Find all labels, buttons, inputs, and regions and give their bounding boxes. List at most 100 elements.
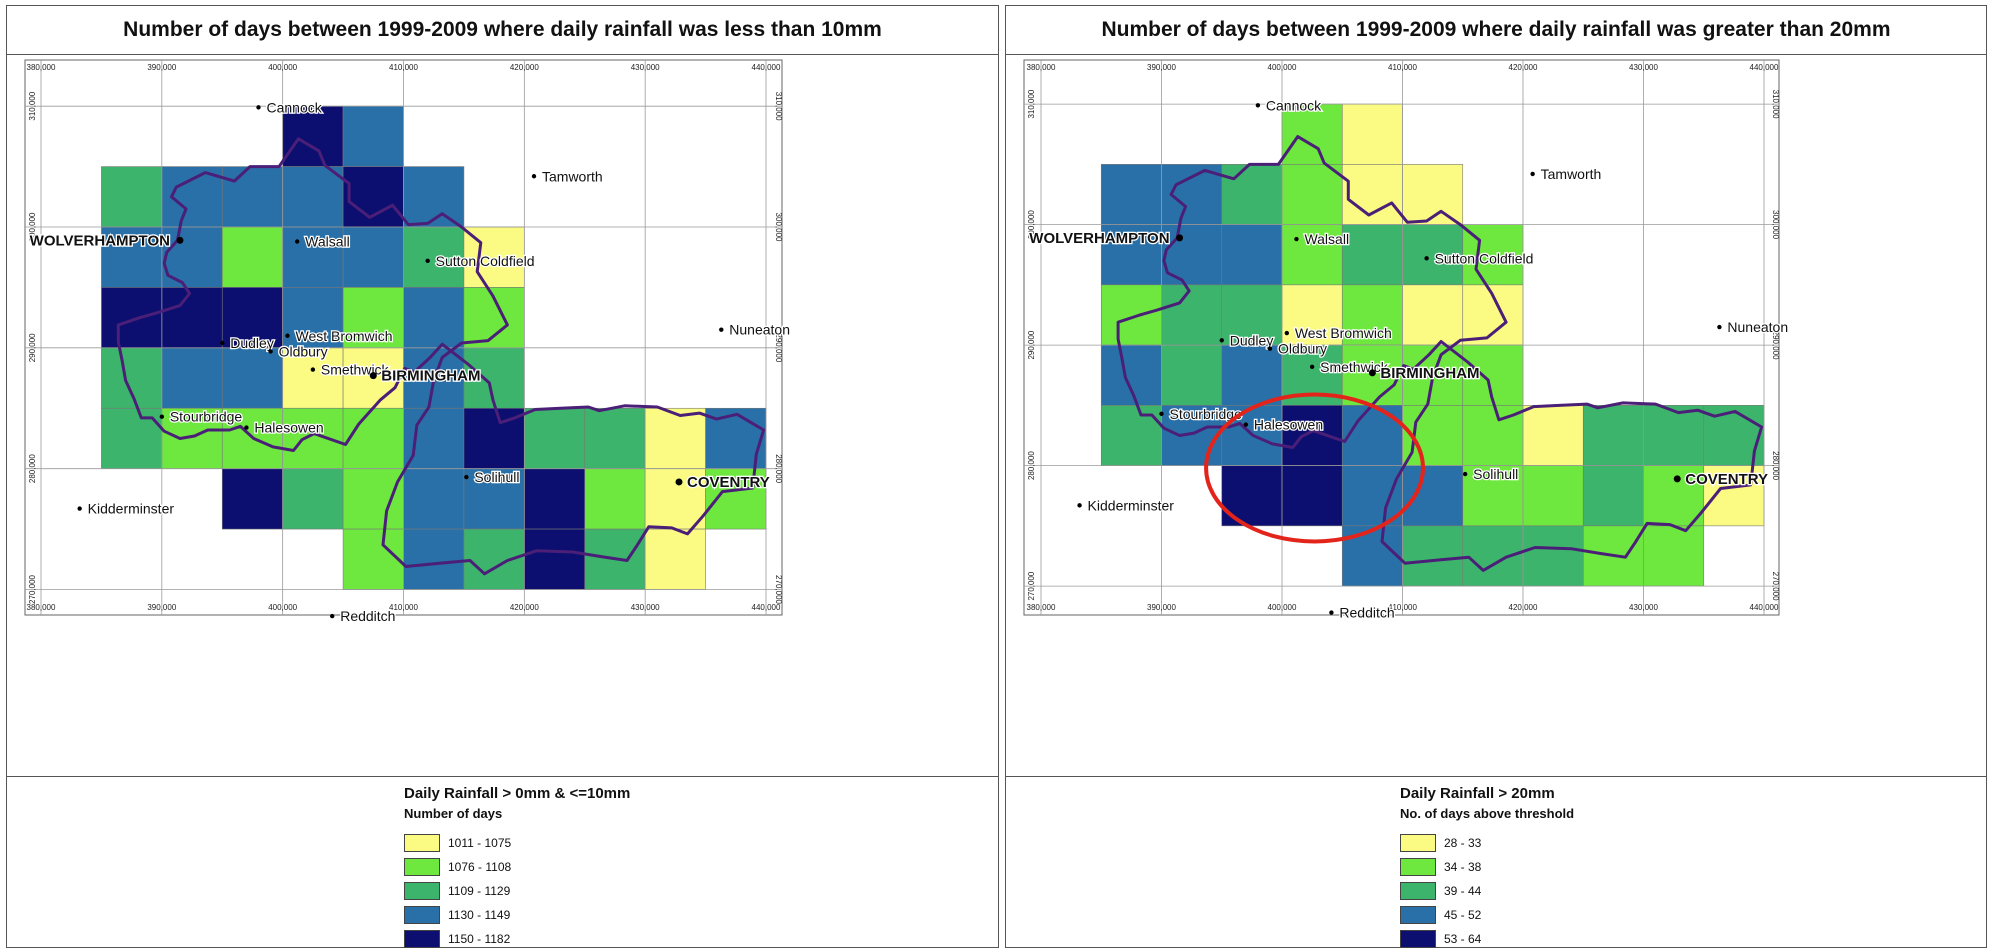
- easting-label-top: 400,000: [1268, 63, 1297, 72]
- town-marker: [1077, 503, 1082, 508]
- easting-label-top: 420,000: [510, 63, 539, 72]
- place-label: Oldbury: [1278, 341, 1327, 357]
- legend-label: 1076 - 1108: [448, 860, 512, 874]
- grid-cell: [644, 468, 706, 530]
- legend-item: 1130 - 1149: [404, 903, 630, 927]
- legend-title-right: Daily Rainfall > 20mm: [1400, 785, 1555, 802]
- grid-cell: [161, 287, 223, 349]
- map-title-right: Number of days between 1999-2009 where d…: [1006, 6, 1986, 55]
- grid-cell: [282, 166, 344, 228]
- grid-cell: [342, 407, 404, 469]
- west-midlands-boundary: [1116, 135, 1764, 572]
- town-marker: [464, 474, 469, 480]
- legend-label: 53 - 64: [1444, 932, 1482, 946]
- town-marker: [244, 425, 249, 430]
- easting-label-top: 430,000: [1629, 63, 1658, 72]
- legend-swatch: [1400, 834, 1436, 852]
- grid-cell: [342, 226, 404, 288]
- place-label: BIRMINGHAM: [381, 368, 480, 385]
- grid-cell: [1402, 224, 1464, 286]
- legend-swatch: [404, 906, 440, 924]
- place-label: Oldbury: [279, 343, 328, 359]
- place-label: Sutton Coldfield: [436, 253, 535, 269]
- place-label: Redditch: [1339, 605, 1394, 621]
- place-label: Redditch: [340, 608, 395, 624]
- northing-label-right: 270,000: [1771, 572, 1780, 601]
- grid-cell: [1522, 465, 1584, 527]
- grid-cell: [1402, 465, 1464, 527]
- town-marker: [531, 174, 537, 179]
- grid-cell: [342, 287, 404, 349]
- place-label: West Bromwich: [296, 328, 393, 344]
- graticule: 380,000 380,000 390,000 390,000 400,000 400,0…: [25, 60, 783, 615]
- place-label: Halesowen: [1254, 417, 1323, 433]
- grid-cell: [1221, 284, 1283, 346]
- town-marker: [310, 367, 316, 372]
- grid-cell: [1100, 164, 1162, 225]
- place-label: Nuneaton: [1727, 319, 1788, 335]
- legend-item: 53 - 64: [1400, 927, 1574, 951]
- grid-cell: [403, 528, 465, 590]
- legend-item: 28 - 33: [1400, 831, 1574, 855]
- place-label: Sutton Coldfield: [1435, 250, 1534, 266]
- grid-cell: [1341, 224, 1403, 286]
- easting-label-top: 380,000: [27, 63, 56, 72]
- grid-cell: [1100, 284, 1162, 346]
- grid-cell: [1161, 344, 1223, 406]
- town-marker: [1329, 610, 1334, 615]
- town-marker: [1462, 471, 1468, 477]
- easting-label-top: 410,000: [1388, 63, 1417, 72]
- northing-label-right: 280,000: [774, 454, 783, 483]
- grid-cell: [101, 347, 163, 409]
- northing-label-left: 310,000: [28, 91, 37, 120]
- map-panel-right: Number of days between 1999-2009 where d…: [1005, 5, 1987, 948]
- legend-subtitle-left: Number of days: [404, 806, 503, 821]
- town-marker: [285, 333, 290, 338]
- grid-cell: [1643, 525, 1705, 587]
- easting-label-top: 420,000: [1509, 63, 1538, 72]
- northing-label-right: 280,000: [1771, 451, 1780, 480]
- town-marker: [176, 236, 184, 244]
- rainfall-map-right: 380,000 380,000 390,000 390,000 400,000 400,0…: [1023, 59, 1789, 622]
- place-label: BIRMINGHAM: [1380, 365, 1479, 382]
- town-marker: [294, 239, 300, 244]
- grid-cell: [463, 347, 525, 409]
- grid-cell: [282, 226, 344, 288]
- rainfall-map-left: 380,000 380,000 390,000 390,000 400,000 400,0…: [24, 59, 791, 625]
- town-marker: [719, 327, 724, 332]
- easting-label-bottom: 430,000: [631, 603, 660, 612]
- grid-cell: [221, 226, 283, 288]
- legend-label: 28 - 33: [1444, 836, 1482, 850]
- easting-label-bottom: 390,000: [147, 603, 176, 612]
- northing-label-right: 270,000: [774, 575, 783, 604]
- legend-swatch: [404, 930, 440, 948]
- place-label: Smethwick: [321, 362, 390, 378]
- legend-right: Daily Rainfall > 20mm No. of days above …: [1006, 776, 1986, 948]
- northing-label-left: 290,000: [28, 333, 37, 362]
- place-label: Cannock: [1266, 97, 1322, 113]
- easting-label-bottom: 380,000: [27, 603, 56, 612]
- place-label: COVENTRY: [687, 474, 770, 491]
- legend-label: 39 - 44: [1444, 884, 1482, 898]
- grid-cell: [161, 347, 223, 409]
- grid-cell: [342, 166, 404, 228]
- grid-cell: [221, 287, 283, 349]
- easting-label-top: 400,000: [268, 63, 297, 72]
- grid-cell: [282, 407, 344, 469]
- grid-cell: [1522, 525, 1584, 587]
- town-marker: [77, 506, 82, 511]
- town-marker: [1309, 364, 1315, 369]
- legend-swatch: [1400, 930, 1436, 948]
- legend-swatch: [1400, 906, 1436, 924]
- west-midlands-boundary: [116, 137, 766, 576]
- northing-label-left: 280,000: [28, 454, 37, 483]
- legend-swatch: [404, 834, 440, 852]
- town-marker: [256, 105, 261, 110]
- town-marker: [1294, 236, 1299, 242]
- grid-cell: [1582, 465, 1644, 527]
- place-labels: Cannock Tamworth WOLVERHAMPTON Walsall Sutto…: [1028, 96, 1789, 622]
- place-label: Dudley: [230, 335, 274, 351]
- place-label: Tamworth: [542, 168, 603, 184]
- town-marker: [675, 478, 683, 486]
- grid-cell: [221, 347, 283, 409]
